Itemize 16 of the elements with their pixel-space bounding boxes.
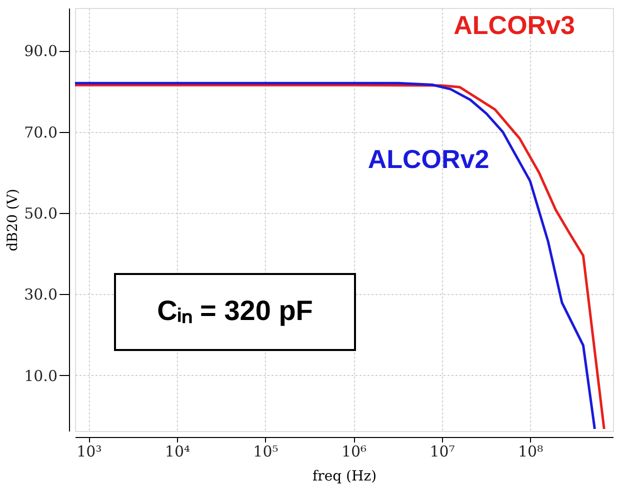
- x-tick-label: 10⁸: [518, 442, 544, 460]
- x-tick-label: 10⁴: [164, 442, 190, 460]
- series-label: ALCORv2: [368, 144, 490, 174]
- y-tick-label: 50.0: [24, 204, 58, 223]
- x-tick-label: 10⁶: [341, 442, 367, 460]
- y-tick-label: 30.0: [24, 286, 58, 304]
- y-tick-label: 10.0: [24, 366, 58, 385]
- series-label: ALCORv3: [454, 10, 575, 40]
- x-tick-label: 10⁵: [253, 442, 278, 460]
- y-axis-title: dB20 (V): [5, 188, 22, 252]
- x-axis-title: freq (Hz): [312, 468, 377, 484]
- annotation: Cᵢₙ = 320 pF: [157, 295, 313, 326]
- y-tick-label: 90.0: [24, 42, 58, 60]
- x-tick-label: 10³: [76, 442, 102, 460]
- x-tick-label: 10⁷: [430, 442, 455, 460]
- y-tick-label: 70.0: [24, 123, 58, 142]
